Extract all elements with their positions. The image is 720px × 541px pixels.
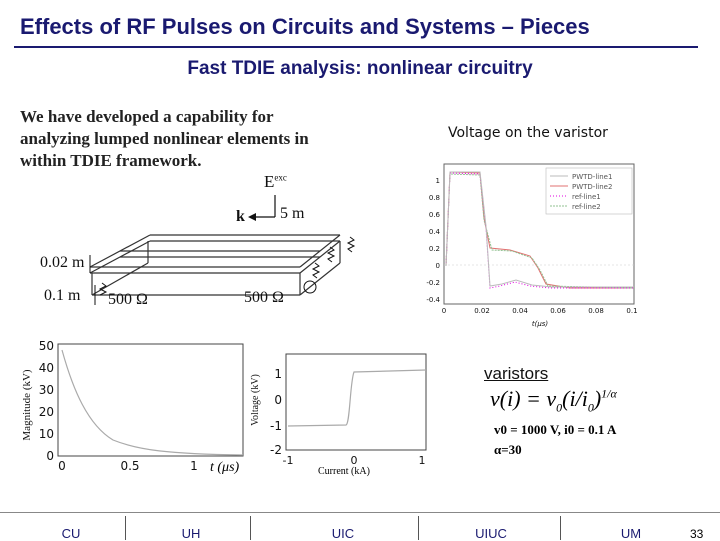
y-tick: -0.2 xyxy=(426,279,440,287)
varistor-equation: v(i) = v0(i/i0)1/α xyxy=(490,386,617,415)
series-ref-line2 xyxy=(445,173,635,289)
pulse-x-axis-label: t (μs) xyxy=(210,460,240,475)
y-tick: 40 xyxy=(39,361,54,375)
y-axis-label: Magnitude (kV) xyxy=(21,369,33,441)
k-vector-label: k xyxy=(236,208,245,225)
spacing-label: 0.1 m xyxy=(44,287,81,304)
page-number: 33 xyxy=(690,527,704,541)
line-conductors xyxy=(89,234,341,296)
y-tick: 0 xyxy=(46,449,54,463)
legend-item: ref-line2 xyxy=(572,203,601,211)
e-exc-label: Eexc xyxy=(264,172,287,191)
series-pwtd-line2 xyxy=(445,171,634,289)
left-load-label: 500 Ω xyxy=(108,291,148,308)
x-tick: 0 xyxy=(58,459,66,473)
slide-subtitle: Fast TDIE analysis: nonlinear circuitry xyxy=(187,58,533,79)
y-tick: -0.4 xyxy=(426,296,440,304)
alpha-parameter: α=30 xyxy=(494,442,522,457)
varistor-iv-plot: Voltage (kV) 1 0 -1 -2 -1 0 1 xyxy=(250,353,427,467)
varistor-plot-title: Voltage on the varistor xyxy=(448,125,608,141)
y-tick: 20 xyxy=(39,405,54,419)
pulse-magnitude-plot: Magnitude (kV) 50 40 30 20 10 0 0 0.5 1 xyxy=(21,339,244,473)
x-tick: 1 xyxy=(190,459,198,473)
iv-x-axis-label: Current (kA) xyxy=(318,466,370,477)
iv-curve xyxy=(287,369,427,427)
legend-item: ref-line1 xyxy=(572,193,601,201)
y-tick: 0 xyxy=(436,262,440,270)
length-label: 5 m xyxy=(280,205,305,222)
y-tick: 0 xyxy=(274,393,282,407)
y-tick: -1 xyxy=(270,419,282,433)
varistor-heading: varistors xyxy=(484,364,549,383)
y-tick: 30 xyxy=(39,383,54,397)
x-tick: 0.04 xyxy=(512,307,528,315)
x-tick: 0.1 xyxy=(626,307,637,315)
y-tick: 10 xyxy=(39,427,54,441)
plot-frame xyxy=(285,353,427,451)
title-divider xyxy=(14,46,698,48)
intro-line: analyzing lumped nonlinear elements in xyxy=(20,129,309,148)
x-tick: 0.5 xyxy=(120,459,139,473)
footer-institution: UIC xyxy=(331,526,355,541)
legend-item: PWTD-line2 xyxy=(572,183,612,191)
intro-text: We have developed a capability for analy… xyxy=(20,106,370,172)
y-axis-label: Voltage (kV) xyxy=(250,374,261,426)
footer-divider xyxy=(0,512,720,513)
footer-separator xyxy=(418,516,419,540)
x-tick: 0.08 xyxy=(588,307,604,315)
x-tick: 0 xyxy=(442,307,446,315)
y-tick: 0.4 xyxy=(429,228,441,236)
y-tick: 0.2 xyxy=(429,245,440,253)
transmission-line-diagram xyxy=(89,195,356,305)
pulse-curve xyxy=(61,349,244,456)
footer-separator xyxy=(125,516,126,540)
varistor-parameters: v0 = 1000 V, i0 = 0.1 A xyxy=(494,422,617,437)
intro-line: We have developed a capability for xyxy=(20,107,274,126)
footer-separator xyxy=(250,516,251,540)
y-tick: 1 xyxy=(436,177,440,185)
varistor-voltage-plot: 1 0.8 0.6 0.4 0.2 0 -0.2 -0.4 0 0.02 0.0… xyxy=(426,163,638,328)
intro-line: within TDIE framework. xyxy=(20,151,202,170)
right-load-label: 500 Ω xyxy=(244,289,284,306)
x-tick: 0.02 xyxy=(474,307,490,315)
series-ref-line1 xyxy=(445,172,634,289)
y-tick: 0.8 xyxy=(429,194,440,202)
y-tick: 0.6 xyxy=(429,211,441,219)
height-label: 0.02 m xyxy=(40,254,85,271)
series-pwtd-line1 xyxy=(445,171,634,288)
x-tick: 0.06 xyxy=(550,307,566,315)
x-tick: -1 xyxy=(283,454,294,467)
x-tick: 0 xyxy=(351,454,358,467)
footer-institution: UIUC xyxy=(475,526,507,541)
plot-frame xyxy=(57,343,244,457)
x-tick: 1 xyxy=(419,454,426,467)
legend-item: PWTD-line1 xyxy=(572,173,612,181)
x-axis-label: t(μs) xyxy=(532,320,549,328)
y-tick: 1 xyxy=(274,367,282,381)
footer-institution: UH xyxy=(181,526,201,541)
slide-title: Effects of RF Pulses on Circuits and Sys… xyxy=(20,14,590,39)
y-tick: -2 xyxy=(270,443,282,457)
y-tick: 50 xyxy=(39,339,54,353)
load-resistors xyxy=(98,236,356,296)
footer-institution: CU xyxy=(61,526,81,541)
footer-institution: UM xyxy=(620,526,642,541)
footer-separator xyxy=(560,516,561,540)
